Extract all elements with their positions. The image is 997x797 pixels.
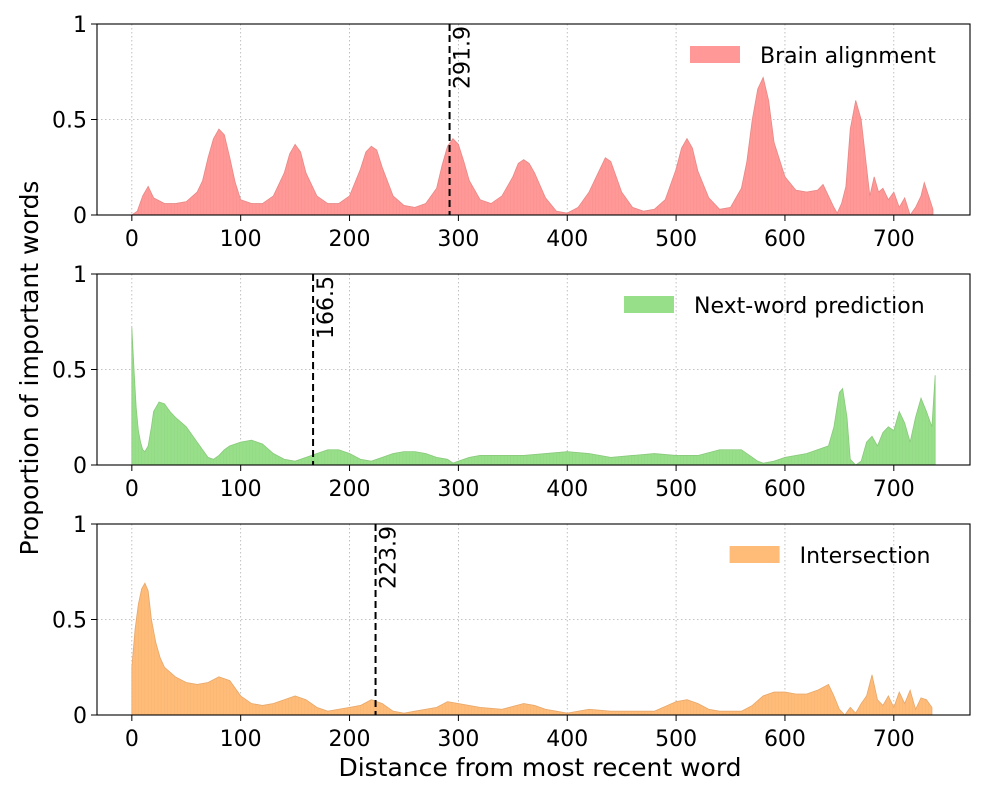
panel-2: 166.5 0 100 200 300 400 500 600 700 0 0.5 1 Next-wor…	[52, 263, 971, 502]
x-tick-label: 400	[546, 477, 588, 502]
x-tick-label: 0	[125, 727, 139, 752]
x-tick-label: 700	[873, 727, 915, 752]
x-tick-label: 0	[125, 477, 139, 502]
series-group	[131, 327, 936, 465]
y-tick-label: 0	[73, 204, 87, 229]
x-tick-label: 200	[329, 727, 371, 752]
mean-marker-label: 291.9	[451, 26, 476, 89]
x-tick-label: 200	[329, 227, 371, 252]
y-tick-label: 1	[73, 13, 87, 38]
mean-marker-label: 166.5	[314, 276, 339, 339]
legend-label: Intersection	[800, 544, 931, 569]
x-tick-label: 100	[220, 477, 262, 502]
x-tick-label: 500	[655, 227, 697, 252]
x-tick-label: 0	[125, 227, 139, 252]
figure-ylabel: Proportion of important words	[15, 181, 44, 556]
x-tick-label: 100	[220, 227, 262, 252]
y-tick-label: 0.5	[52, 109, 87, 134]
series-area	[131, 582, 933, 715]
x-tick-label: 600	[764, 227, 806, 252]
series-group	[131, 76, 934, 215]
y-tick-label: 0	[73, 454, 87, 479]
x-tick-label: 700	[873, 227, 915, 252]
series-area	[131, 327, 936, 465]
x-tick-label: 300	[437, 727, 479, 752]
x-tick-label: 300	[437, 477, 479, 502]
legend-swatch	[624, 296, 674, 313]
legend: Intersection	[729, 544, 931, 569]
panel-1: 291.9 0 100 200 300 400 500 600 700 0 0.5 1 Brain al…	[52, 13, 971, 252]
legend-swatch	[690, 46, 740, 63]
x-tick-label: 600	[764, 727, 806, 752]
x-tick-label: 100	[220, 727, 262, 752]
y-tick-label: 0.5	[52, 359, 87, 384]
x-tick-label: 500	[655, 477, 697, 502]
x-tick-label: 300	[437, 227, 479, 252]
y-tick-label: 0.5	[52, 609, 87, 634]
series-group	[131, 582, 933, 715]
y-tick-label: 1	[73, 263, 87, 288]
x-tick-label: 500	[655, 727, 697, 752]
figure-xlabel: Distance from most recent word	[338, 753, 741, 782]
x-tick-label: 400	[546, 227, 588, 252]
legend: Brain alignment	[690, 44, 936, 69]
legend-label: Brain alignment	[760, 44, 936, 69]
y-tick-label: 0	[73, 704, 87, 729]
panel-3: 223.9 0 100 200 300 400 500 600 700 0 0.5 1 Intersec…	[52, 513, 971, 752]
legend-swatch	[729, 546, 780, 563]
x-tick-label: 600	[764, 477, 806, 502]
series-area	[131, 76, 934, 215]
legend: Next-word prediction	[624, 294, 925, 319]
y-tick-label: 1	[73, 513, 87, 538]
x-tick-label: 200	[329, 477, 371, 502]
mean-marker-label: 223.9	[377, 526, 402, 589]
x-tick-label: 400	[546, 727, 588, 752]
x-tick-label: 700	[873, 477, 915, 502]
legend-label: Next-word prediction	[694, 294, 925, 319]
